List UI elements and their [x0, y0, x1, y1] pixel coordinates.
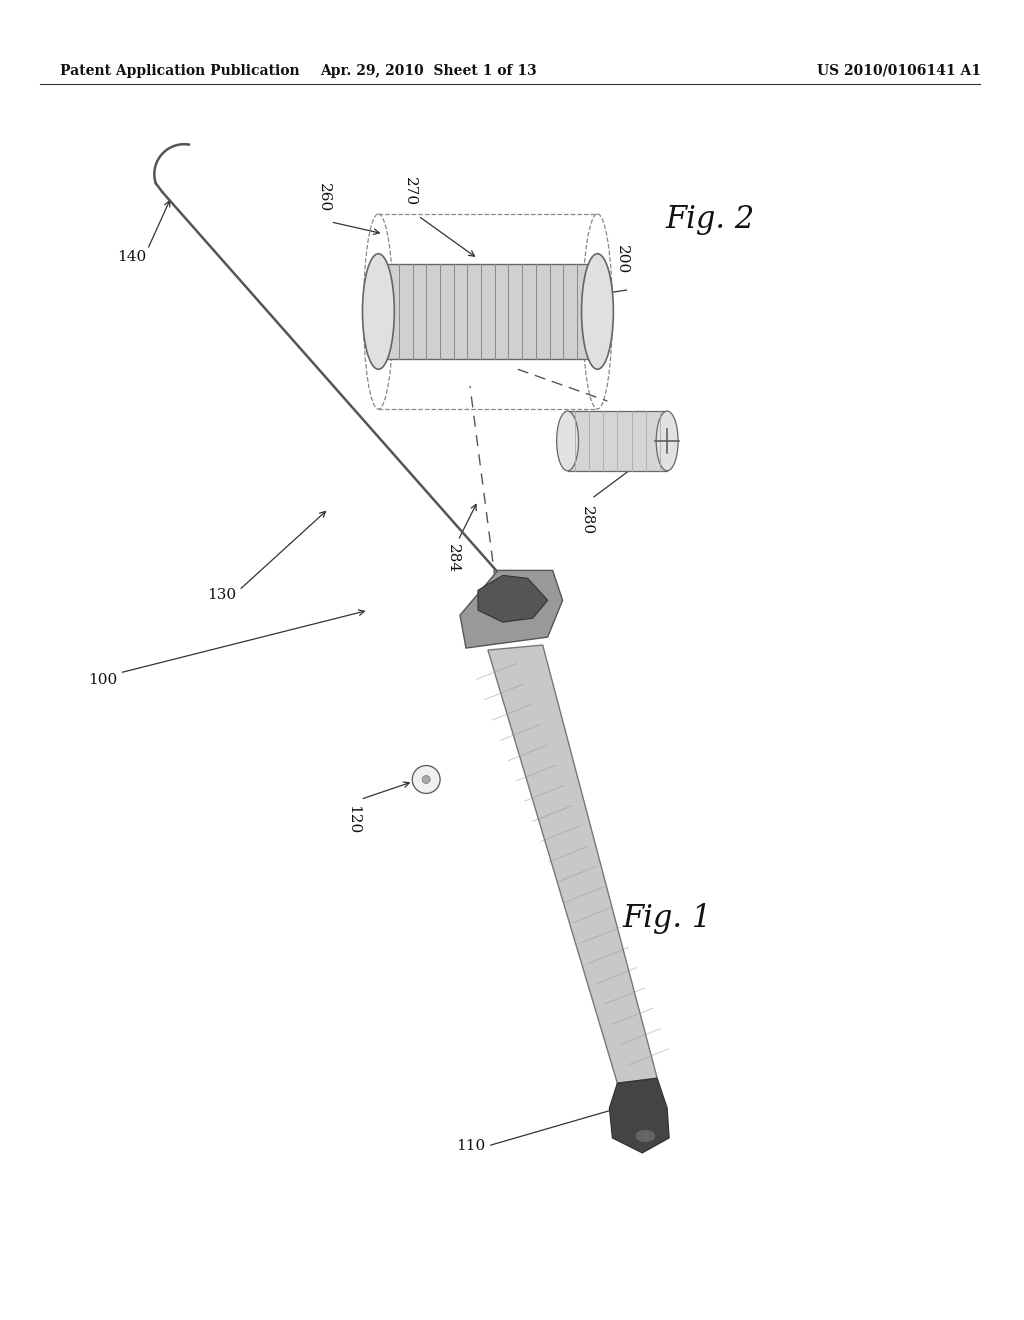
Text: Patent Application Publication: Patent Application Publication: [59, 63, 299, 78]
Text: 270: 270: [403, 177, 417, 206]
Polygon shape: [379, 264, 597, 359]
Text: US 2010/0106141 A1: US 2010/0106141 A1: [816, 63, 981, 78]
Text: Apr. 29, 2010  Sheet 1 of 13: Apr. 29, 2010 Sheet 1 of 13: [319, 63, 537, 78]
Text: 284: 284: [446, 544, 460, 573]
Polygon shape: [487, 645, 657, 1084]
Text: 120: 120: [346, 805, 360, 834]
Text: 280: 280: [580, 506, 594, 535]
Polygon shape: [460, 570, 562, 648]
Ellipse shape: [362, 253, 394, 370]
Ellipse shape: [557, 411, 579, 471]
Text: Fig. 1: Fig. 1: [623, 903, 712, 935]
Text: 110: 110: [456, 1139, 485, 1152]
Text: 260: 260: [316, 183, 331, 213]
Text: Fig. 2: Fig. 2: [666, 205, 755, 235]
Text: 130: 130: [207, 589, 237, 602]
Ellipse shape: [635, 1130, 655, 1142]
Polygon shape: [609, 1078, 669, 1152]
Text: 200: 200: [615, 246, 630, 275]
Circle shape: [422, 776, 430, 784]
Text: 100: 100: [88, 673, 117, 686]
Ellipse shape: [582, 253, 613, 370]
Text: 140: 140: [118, 249, 146, 264]
Ellipse shape: [656, 411, 678, 471]
Text: 250: 250: [580, 432, 594, 461]
Polygon shape: [478, 576, 548, 622]
Polygon shape: [567, 411, 668, 471]
Circle shape: [413, 766, 440, 793]
